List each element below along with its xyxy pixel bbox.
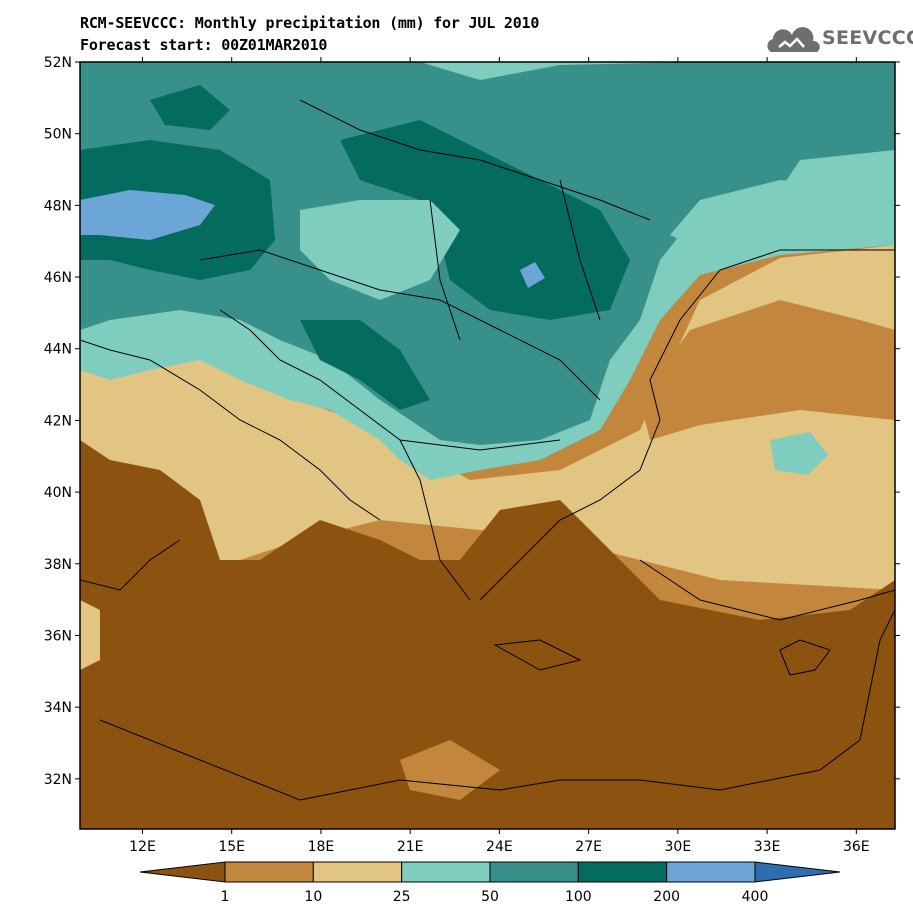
lat-tick-label: 48N	[44, 198, 72, 214]
lat-tick-label: 50N	[44, 127, 72, 143]
country-borders	[80, 99, 895, 801]
lon-tick-label: 33E	[754, 839, 781, 855]
map-title: RCM-SEEVCCC: Monthly precipitation (mm) …	[80, 14, 540, 32]
colorbar-segment	[139, 861, 226, 883]
colorbar-label: 100	[565, 889, 592, 905]
colorbar-segment	[754, 861, 841, 883]
colorbar-segment	[666, 861, 756, 883]
forecast-start-subtitle: Forecast start: 00Z01MAR2010	[80, 36, 328, 54]
colorbar-segment	[312, 861, 403, 883]
colorbar-label: 200	[653, 889, 680, 905]
longitude-axis: 12E 15E 18E 21E 24E 27E 30E 33E 36E	[129, 57, 870, 855]
lat-tick-label: 46N	[44, 270, 72, 286]
lon-tick-label: 18E	[308, 839, 335, 855]
colorbar-segment	[577, 861, 668, 883]
lon-tick-label: 15E	[218, 839, 245, 855]
colorbar-label: 25	[393, 889, 411, 905]
map-frame	[79, 61, 896, 830]
colorbar-segment	[401, 861, 491, 883]
precipitation-colorbar: 1 10 25 50 100 200 400	[139, 861, 841, 905]
colorbar-label: 1	[221, 889, 230, 905]
colorbar-segment	[224, 861, 314, 883]
logo-text: SEEVCCC	[822, 27, 913, 49]
lon-tick-label: 24E	[486, 839, 513, 855]
lat-tick-label: 52N	[44, 55, 72, 71]
precipitation-field	[80, 62, 895, 829]
lat-tick-label: 36N	[44, 628, 72, 644]
lat-tick-label: 34N	[44, 700, 72, 716]
colorbar-label: 400	[742, 889, 769, 905]
colorbar-label: 50	[481, 889, 499, 905]
cloud-logo-icon	[767, 27, 820, 52]
lat-tick-label: 42N	[44, 413, 72, 429]
colorbar-label: 10	[304, 889, 322, 905]
lat-tick-label: 40N	[44, 485, 72, 501]
lat-tick-label: 38N	[44, 557, 72, 573]
lon-tick-label: 12E	[129, 839, 156, 855]
lon-tick-label: 27E	[575, 839, 602, 855]
lon-tick-label: 21E	[397, 839, 424, 855]
colorbar-segment	[489, 861, 579, 883]
lat-tick-label: 32N	[44, 772, 72, 788]
lon-tick-label: 30E	[665, 839, 692, 855]
lat-tick-label: 44N	[44, 342, 72, 358]
latitude-axis: 52N 50N 48N 46N 44N 42N 40N 38N 36N 34N 32N	[44, 55, 900, 788]
lon-tick-label: 36E	[843, 839, 870, 855]
